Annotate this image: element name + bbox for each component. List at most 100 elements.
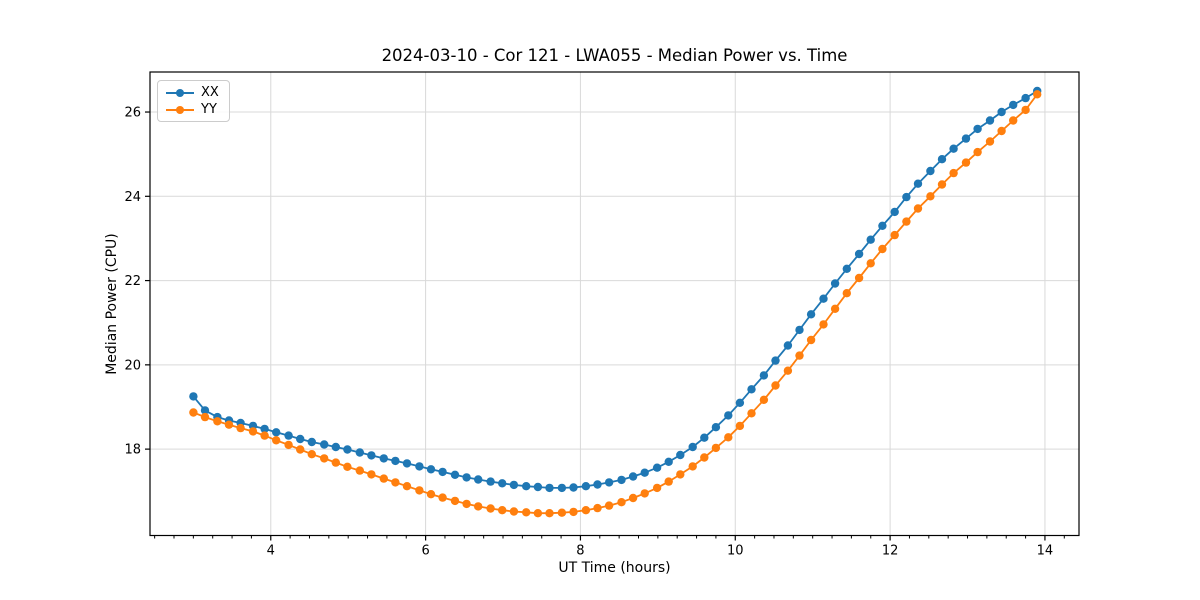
data-point-xx: [438, 467, 447, 477]
data-point-xx: [830, 279, 840, 288]
grid-lines: [150, 72, 1079, 536]
data-point-yy: [1021, 105, 1030, 115]
data-point-yy: [533, 509, 543, 518]
data-point-yy: [795, 351, 804, 360]
data-point-yy: [498, 506, 507, 515]
data-point-xx: [676, 450, 685, 460]
data-point-yy: [890, 230, 899, 240]
data-point-yy: [652, 483, 662, 493]
data-point-yy: [806, 335, 816, 345]
data-point-xx: [320, 440, 329, 449]
x-tick-label: 10: [727, 544, 744, 559]
data-point-yy: [593, 503, 602, 513]
y-tick-label: 24: [124, 190, 141, 205]
data-point-yy: [628, 493, 638, 503]
x-minor-ticks: [154, 535, 1065, 539]
data-point-xx: [913, 179, 923, 188]
data-point-xx: [926, 166, 935, 176]
data-point-yy: [462, 499, 471, 509]
data-point-xx: [985, 116, 995, 125]
data-point-xx: [533, 482, 543, 492]
data-point-yy: [581, 506, 591, 515]
legend: XX YY: [157, 80, 230, 122]
series-xx: [189, 86, 1042, 493]
data-point-yy: [735, 421, 745, 431]
data-point-xx: [664, 457, 673, 466]
data-point-xx: [200, 406, 210, 415]
data-point-yy: [604, 501, 614, 510]
data-point-xx: [854, 249, 864, 259]
data-point-yy: [949, 168, 958, 178]
data-point-yy: [569, 507, 578, 517]
data-point-xx: [997, 107, 1006, 117]
data-point-xx: [402, 459, 412, 468]
x-tick-label: 8: [576, 544, 584, 559]
data-point-yy: [331, 458, 340, 467]
data-point-yy: [700, 453, 709, 462]
data-point-xx: [522, 482, 531, 491]
data-point-xx: [391, 456, 400, 466]
data-point-xx: [296, 434, 305, 444]
data-point-yy: [200, 412, 210, 422]
data-point-xx: [640, 468, 649, 477]
data-point-yy: [926, 192, 935, 201]
data-point-xx: [949, 144, 958, 153]
data-point-xx: [902, 192, 911, 202]
data-point-xx: [509, 480, 519, 490]
x-tick-label: 14: [1037, 544, 1054, 559]
data-point-yy: [961, 158, 971, 167]
data-point-xx: [355, 448, 364, 457]
data-point-yy: [819, 320, 828, 329]
y-tick-label: 22: [124, 274, 141, 289]
data-point-xx: [1009, 100, 1018, 110]
data-point-yy: [296, 445, 305, 454]
yy-line-marker-swatch: [166, 105, 194, 114]
data-point-yy: [842, 289, 851, 298]
data-point-yy: [284, 440, 293, 450]
data-point-xx: [426, 465, 436, 474]
data-point-yy: [307, 450, 316, 459]
data-point-xx: [759, 371, 769, 380]
data-point-xx: [545, 483, 554, 493]
data-point-yy: [1033, 90, 1042, 99]
data-point-yy: [985, 137, 995, 146]
data-point-yy: [866, 259, 875, 268]
data-point-yy: [474, 502, 483, 511]
data-point-yy: [854, 273, 864, 283]
y-axis-label: Median Power (CPU): [104, 233, 120, 375]
data-point-xx: [272, 428, 281, 437]
data-point-yy: [486, 504, 495, 513]
data-point-yy: [367, 470, 376, 479]
data-point-xx: [486, 477, 495, 486]
data-point-yy: [724, 433, 733, 442]
data-point-yy: [640, 489, 649, 498]
legend-label-yy: YY: [201, 102, 217, 117]
data-point-xx: [724, 411, 733, 420]
axes-spines: [149, 71, 1080, 537]
data-point-xx: [307, 437, 316, 447]
data-point-xx: [688, 442, 697, 452]
x-tick-label: 4: [267, 544, 275, 559]
data-point-yy: [830, 304, 840, 313]
x-axis-label: UT Time (hours): [558, 560, 671, 576]
data-point-xx: [474, 475, 483, 484]
data-point-xx: [961, 134, 971, 143]
data-point-yy: [438, 493, 447, 502]
data-point-xx: [343, 445, 352, 454]
data-point-yy: [997, 126, 1006, 136]
data-point-yy: [248, 427, 258, 436]
data-point-yy: [236, 423, 245, 433]
data-point-xx: [652, 463, 662, 472]
y-tick-label: 20: [124, 358, 141, 373]
y-tick-label: 26: [124, 106, 141, 121]
data-point-xx: [747, 385, 756, 394]
data-point-xx: [890, 207, 899, 217]
data-point-yy: [343, 462, 352, 471]
data-point-xx: [806, 310, 816, 319]
data-point-yy: [747, 409, 756, 418]
chart-title: 2024-03-10 - Cor 121 - LWA055 - Median P…: [381, 46, 848, 65]
data-point-xx: [842, 264, 851, 273]
data-point-yy: [509, 507, 519, 516]
